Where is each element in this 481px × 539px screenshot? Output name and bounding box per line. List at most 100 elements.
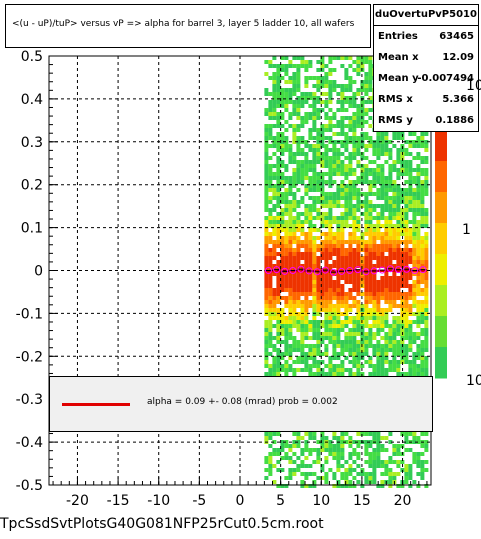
heatmap-cell [272,80,277,84]
heatmap-cell [312,152,317,156]
heatmap-cell [312,168,317,172]
heatmap-cell [324,320,329,324]
heatmap-cell [296,96,301,100]
heatmap-cell [348,288,353,292]
heatmap-cell [304,212,309,216]
heatmap-cell [352,156,357,160]
heatmap-cell [300,164,305,168]
heatmap-cell [280,136,285,140]
heatmap-cell [340,92,345,96]
heatmap-cell [368,192,373,196]
heatmap-cell [408,464,413,468]
heatmap-cell [320,292,325,296]
heatmap-cell [276,76,281,80]
heatmap-cell [344,176,349,180]
heatmap-cell [300,368,305,372]
heatmap-cell [336,236,341,240]
heatmap-cell [308,204,313,208]
heatmap-cell [364,300,369,304]
heatmap-cell [420,244,425,248]
heatmap-cell [364,240,369,244]
heatmap-cell [360,364,365,368]
heatmap-cell [276,212,281,216]
heatmap-cell [348,172,353,176]
heatmap-cell [364,168,369,172]
heatmap-cell [348,292,353,296]
heatmap-cell [320,68,325,72]
heatmap-cell [336,300,341,304]
heatmap-cell [404,204,409,208]
palette-swatch [435,223,447,255]
heatmap-cell [328,116,333,120]
heatmap-cell [324,480,329,484]
heatmap-cell [288,248,293,252]
heatmap-cell [328,300,333,304]
heatmap-cell [272,104,277,108]
heatmap-cell [424,364,429,368]
heatmap-cell [344,136,349,140]
heatmap-cell [372,352,377,356]
heatmap-cell [348,80,353,84]
heatmap-cell [364,268,369,272]
heatmap-cell [312,320,317,324]
heatmap-cell [332,340,337,344]
heatmap-cell [424,484,429,488]
heatmap-cell [344,480,349,484]
heatmap-cell [404,436,409,440]
heatmap-cell [324,244,329,248]
heatmap-cell [280,352,285,356]
heatmap-cell [308,352,313,356]
heatmap-cell [312,252,317,256]
heatmap-cell [276,284,281,288]
heatmap-cell [416,292,421,296]
heatmap-cell [376,236,381,240]
heatmap-cell [292,280,297,284]
stats-label: Entries [378,31,418,42]
heatmap-cell [352,476,357,480]
heatmap-cell [360,328,365,332]
heatmap-cell [316,304,321,308]
heatmap-cell [292,176,297,180]
heatmap-cell [376,232,381,236]
heatmap-cell [380,284,385,288]
heatmap-cell [316,260,321,264]
heatmap-cell [352,80,357,84]
heatmap-cell [280,88,285,92]
heatmap-cell [316,180,321,184]
heatmap-cell [340,120,345,124]
heatmap-cell [312,248,317,252]
heatmap-cell [368,208,373,212]
heatmap-cell [288,272,293,276]
heatmap-cell [276,64,281,68]
heatmap-cell [272,292,277,296]
heatmap-cell [316,332,321,336]
heatmap-cell [424,368,429,372]
heatmap-cell [316,132,321,136]
heatmap-cell [380,176,385,180]
heatmap-cell [384,136,389,140]
heatmap-cell [352,332,357,336]
heatmap-cell [380,292,385,296]
heatmap-cell [300,120,305,124]
heatmap-cell [320,432,325,436]
heatmap-cell [296,80,301,84]
heatmap-cell [408,172,413,176]
heatmap-cell [368,216,373,220]
heatmap-cell [292,344,297,348]
heatmap-cell [292,76,297,80]
heatmap-cell [336,92,341,96]
heatmap-cell [316,460,321,464]
heatmap-cell [340,368,345,372]
heatmap-cell [320,192,325,196]
heatmap-cell [296,248,301,252]
heatmap-cell [388,240,393,244]
heatmap-cell [268,332,273,336]
heatmap-cell [372,240,377,244]
heatmap-cell [412,260,417,264]
heatmap-cell [404,140,409,144]
heatmap-cell [368,300,373,304]
heatmap-cell [280,144,285,148]
heatmap-cell [368,288,373,292]
heatmap-cell [296,56,301,60]
heatmap-cell [412,272,417,276]
